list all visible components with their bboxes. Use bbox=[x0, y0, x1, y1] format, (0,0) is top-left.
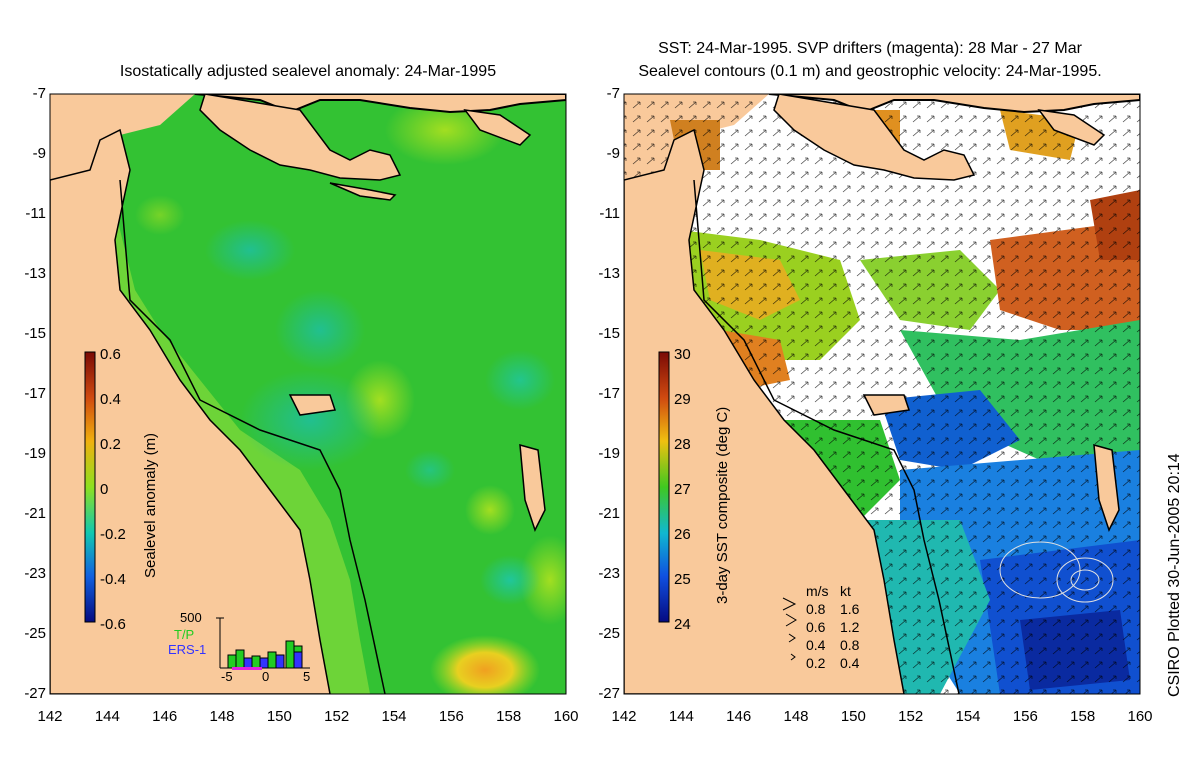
y-tick-label: -13 bbox=[24, 265, 46, 282]
colorbar-tick-label: 25 bbox=[674, 571, 691, 588]
x-tick-label: 158 bbox=[1070, 708, 1096, 725]
left-map-title: Isostatically adjusted sealevel anomaly:… bbox=[119, 63, 497, 80]
y-tick-label: -9 bbox=[32, 145, 46, 162]
colorbar-tick-label: -0.4 bbox=[100, 571, 126, 588]
x-tick-label: 158 bbox=[496, 708, 522, 725]
colorbar-tick-label: 24 bbox=[674, 616, 691, 633]
colorbar-tick-label: -0.6 bbox=[100, 616, 126, 633]
colorbar-tick-label: 0.6 bbox=[100, 346, 121, 363]
x-tick-label: 154 bbox=[955, 708, 981, 725]
x-tick-label: 146 bbox=[726, 708, 752, 725]
y-tick-label: -27 bbox=[598, 685, 620, 702]
velocity-legend: m/s kt 0.8 1.6 0.6 1.2 0.4 0.8 0.2 0.4 bbox=[806, 583, 860, 671]
sst-colorbar-label: 3-day SST composite (deg C) bbox=[714, 406, 731, 604]
y-tick-label: -15 bbox=[598, 325, 620, 342]
colorbar-tick-label: 28 bbox=[674, 436, 691, 453]
y-tick-label: -19 bbox=[24, 445, 46, 462]
y-tick-label: -15 bbox=[24, 325, 46, 342]
velocity-legend-row: 0.8 1.6 bbox=[806, 601, 860, 617]
colorbar-tick-label: 0.2 bbox=[100, 436, 121, 453]
csiro-credit: CSIRO Plotted 30-Jun-2005 20:14 bbox=[1166, 453, 1183, 697]
histogram-xtick-2: 5 bbox=[303, 669, 311, 684]
x-tick-label: 146 bbox=[152, 708, 178, 725]
x-tick-label: 148 bbox=[783, 708, 809, 725]
left-map bbox=[49, 93, 567, 695]
histogram-xtick-0: -5 bbox=[221, 669, 233, 684]
x-tick-label: 142 bbox=[611, 708, 637, 725]
x-tick-label: 150 bbox=[840, 708, 866, 725]
velocity-legend-row: 0.2 0.4 bbox=[806, 655, 860, 671]
x-tick-label: 144 bbox=[668, 708, 694, 725]
sst-colorbar bbox=[658, 351, 670, 623]
y-tick-label: -25 bbox=[598, 625, 620, 642]
y-tick-label: -21 bbox=[24, 505, 46, 522]
right-map-title-line1: SST: 24-Mar-1995. SVP drifters (magenta)… bbox=[658, 40, 1082, 57]
right-map bbox=[623, 93, 1141, 695]
x-tick-label: 160 bbox=[1127, 708, 1153, 725]
y-tick-label: -19 bbox=[598, 445, 620, 462]
y-tick-label: -7 bbox=[606, 85, 620, 102]
histogram-legend-tp: T/P bbox=[174, 627, 195, 642]
y-tick-label: -27 bbox=[24, 685, 46, 702]
x-tick-label: 142 bbox=[37, 708, 63, 725]
x-tick-label: 148 bbox=[209, 708, 235, 725]
velocity-legend-row: 0.6 1.2 bbox=[806, 619, 860, 635]
y-tick-label: -11 bbox=[25, 205, 46, 222]
colorbar-tick-label: 29 bbox=[674, 391, 691, 408]
sealevel-colorbar bbox=[84, 351, 96, 623]
altimeter-histogram bbox=[216, 617, 310, 670]
y-tick-label: -11 bbox=[599, 205, 620, 222]
x-tick-label: 156 bbox=[1012, 708, 1038, 725]
y-tick-label: -13 bbox=[598, 265, 620, 282]
y-tick-label: -17 bbox=[598, 385, 620, 402]
x-tick-label: 154 bbox=[381, 708, 407, 725]
y-tick-label: -9 bbox=[606, 145, 620, 162]
velocity-legend-row: 0.4 0.8 bbox=[806, 637, 860, 653]
colorbar-tick-label: -0.2 bbox=[100, 526, 126, 543]
x-tick-label: 156 bbox=[438, 708, 464, 725]
y-tick-label: -7 bbox=[32, 85, 46, 102]
x-tick-label: 152 bbox=[324, 708, 350, 725]
y-tick-label: -25 bbox=[24, 625, 46, 642]
x-tick-label: 160 bbox=[553, 708, 579, 725]
colorbar-tick-label: 0.4 bbox=[100, 391, 121, 408]
right-map-title-line2: Sealevel contours (0.1 m) and geostrophi… bbox=[638, 63, 1102, 80]
y-tick-label: -23 bbox=[24, 565, 46, 582]
x-tick-label: 144 bbox=[94, 708, 120, 725]
y-tick-label: -23 bbox=[598, 565, 620, 582]
colorbar-tick-label: 27 bbox=[674, 481, 691, 498]
velocity-legend-arrows bbox=[782, 597, 797, 661]
y-tick-label: -21 bbox=[598, 505, 620, 522]
sealevel-colorbar-label: Sealevel anomaly (m) bbox=[142, 432, 159, 578]
histogram-ymax: 500 bbox=[180, 610, 202, 625]
colorbar-tick-label: 26 bbox=[674, 526, 691, 543]
colorbar-tick-label: 30 bbox=[674, 346, 691, 363]
colorbar-tick-label: 0 bbox=[100, 481, 109, 498]
x-tick-label: 150 bbox=[266, 708, 292, 725]
y-tick-label: -17 bbox=[24, 385, 46, 402]
x-tick-label: 152 bbox=[898, 708, 924, 725]
histogram-legend-ers1: ERS-1 bbox=[168, 642, 207, 657]
histogram-xtick-1: 0 bbox=[262, 669, 270, 684]
